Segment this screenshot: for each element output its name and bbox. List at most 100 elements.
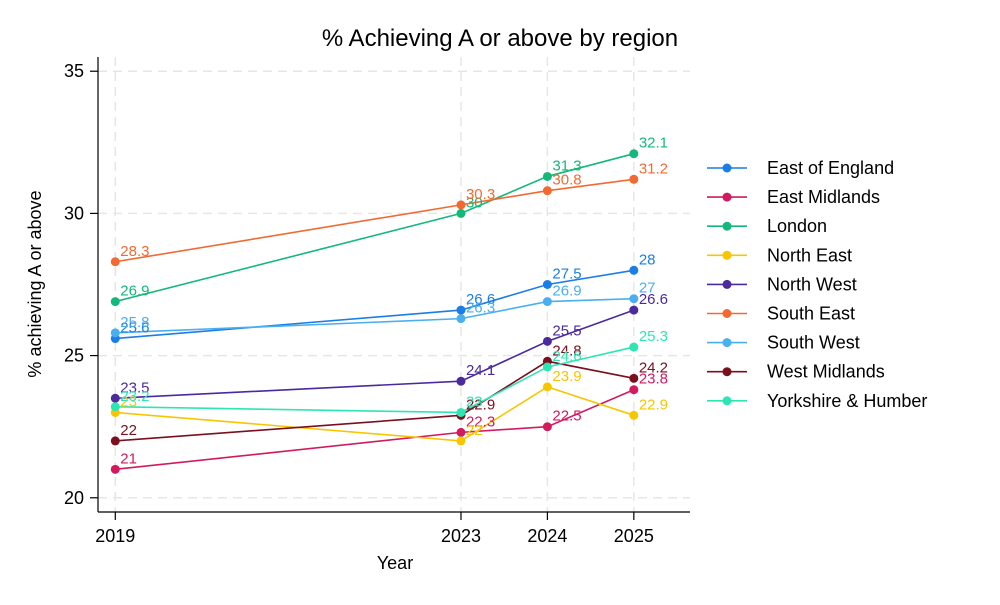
x-tick-label: 2024 [527, 526, 567, 546]
data-point-east-of-england [629, 265, 639, 275]
y-tick-label: 35 [64, 61, 84, 81]
data-point-east-midlands [629, 385, 639, 395]
y-tick-label: 20 [64, 488, 84, 508]
series-line-north-west [115, 309, 635, 400]
legend: East of England East Midlands London North … [707, 158, 927, 411]
data-label-north-east: 23 [120, 393, 137, 410]
series-line-yorkshire-humber [115, 346, 635, 414]
data-point-north-east [542, 382, 552, 392]
legend-label-south-east: South East [767, 304, 855, 324]
data-point-south-west [629, 294, 639, 304]
data-label-south-east: 28.3 [120, 243, 149, 260]
data-point-east-of-england [542, 280, 552, 289]
data-label-yorkshire-humber: 23.2 [120, 388, 149, 405]
data-label-london: 26.9 [120, 283, 149, 300]
data-point-east-of-england [456, 305, 466, 315]
data-label-north-west: 25.5 [552, 322, 581, 339]
data-label-west-midlands: 22 [120, 422, 137, 439]
data-point-south-east [629, 174, 639, 184]
series-line-north-east [115, 385, 635, 442]
legend-label-east-of-england: East of England [767, 158, 894, 178]
data-point-south-east [110, 257, 120, 267]
legend-marker-west-midlands [722, 367, 732, 377]
legend-marker-london [722, 221, 732, 231]
series-line-london [115, 152, 635, 303]
y-tick-label: 30 [64, 203, 84, 223]
data-label-yorkshire-humber: 24.6 [552, 348, 581, 365]
data-point-south-west [110, 328, 120, 338]
data-point-north-west [456, 376, 466, 386]
x-tick-label: 2019 [95, 526, 135, 546]
legend-marker-south-east [722, 309, 732, 318]
series-line-east-of-england [115, 269, 634, 340]
data-point-south-west [456, 314, 466, 324]
data-label-layer: 25.6 26.6 27.5 28 21 22.3 22.5 23.8 26.9 30 31.3 32… [120, 135, 668, 468]
data-label-south-east: 31.2 [639, 160, 668, 177]
data-point-london [456, 208, 466, 218]
data-point-south-east [456, 200, 466, 210]
legend-marker-east-of-england [722, 163, 732, 173]
data-point-south-west [542, 297, 552, 307]
data-label-yorkshire-humber: 25.3 [639, 328, 668, 345]
data-point-north-west [542, 336, 552, 346]
data-label-london: 30 [466, 194, 483, 211]
data-label-london: 31.3 [552, 157, 581, 174]
legend-marker-east-midlands [722, 192, 732, 202]
legend-label-south-west: South West [767, 333, 860, 353]
data-point-east-midlands [110, 464, 120, 474]
data-label-west-midlands: 24.8 [552, 342, 581, 359]
legend-label-east-midlands: East Midlands [767, 187, 880, 207]
legend-marker-north-east [722, 250, 732, 260]
data-label-east-midlands: 22.5 [552, 408, 581, 425]
data-label-south-west: 26.9 [552, 283, 581, 300]
data-point-yorkshire-humber [110, 402, 120, 412]
data-label-yorkshire-humber: 23 [466, 393, 483, 410]
series-layer [110, 149, 639, 474]
data-label-london: 32.1 [639, 135, 668, 152]
y-tick-label: 25 [64, 346, 84, 366]
data-point-north-west [110, 393, 120, 403]
data-point-london [110, 297, 120, 307]
y-axis-title: % achieving A or above [25, 190, 45, 377]
data-label-east-of-england: 25.6 [120, 320, 149, 337]
data-label-west-midlands: 24.2 [639, 359, 668, 376]
legend-marker-north-west [722, 279, 732, 289]
data-point-south-east [542, 186, 552, 196]
legend-label-north-east: North East [767, 245, 852, 265]
data-label-south-west: 26.3 [466, 300, 495, 317]
series-line-east-midlands [115, 388, 635, 471]
data-label-east-midlands: 21 [120, 450, 137, 467]
data-point-west-midlands [629, 373, 639, 383]
data-label-east-midlands: 23.8 [639, 371, 668, 388]
data-label-east-midlands: 22.3 [466, 413, 495, 430]
data-label-north-east: 22 [466, 422, 483, 439]
data-point-east-midlands [542, 422, 552, 432]
legend-marker-yorkshire-humber [722, 396, 732, 406]
data-point-north-east [456, 436, 466, 446]
data-label-south-east: 30.8 [552, 172, 581, 189]
chart-title: % Achieving A or above by region [322, 25, 678, 52]
legend-label-yorkshire-humber: Yorkshire & Humber [767, 391, 927, 411]
x-tick-label: 2025 [614, 526, 654, 546]
data-label-north-east: 23.9 [552, 368, 581, 385]
data-point-yorkshire-humber [542, 362, 552, 372]
data-label-north-east: 22.9 [639, 396, 668, 413]
data-label-north-west: 23.5 [120, 379, 149, 396]
series-line-west-midlands [115, 360, 634, 442]
data-label-south-west: 25.8 [120, 314, 149, 331]
data-label-south-west: 27 [639, 280, 656, 297]
data-point-london [629, 149, 639, 159]
x-axis-title: Year [377, 553, 413, 573]
data-label-north-west: 26.6 [639, 291, 668, 308]
legend-label-north-west: North West [767, 274, 857, 294]
data-point-north-east [629, 410, 639, 420]
data-point-west-midlands [110, 436, 120, 446]
legend-marker-south-west [722, 338, 732, 348]
data-point-yorkshire-humber [629, 342, 639, 352]
legend-label-west-midlands: West Midlands [767, 362, 885, 382]
legend-label-london: London [767, 216, 827, 236]
data-label-east-of-england: 26.6 [466, 291, 495, 308]
